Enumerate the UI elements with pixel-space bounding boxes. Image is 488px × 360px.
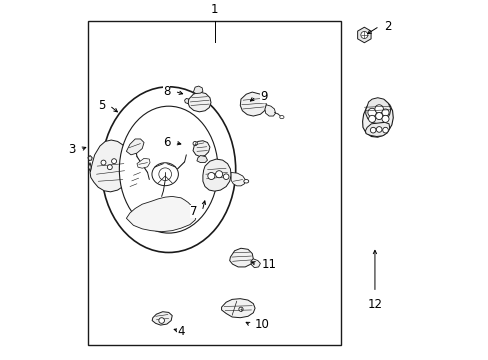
Polygon shape: [362, 99, 392, 137]
Polygon shape: [365, 98, 390, 124]
Text: 6: 6: [163, 136, 170, 149]
Circle shape: [238, 307, 243, 311]
Ellipse shape: [102, 87, 235, 252]
Circle shape: [159, 318, 164, 323]
Circle shape: [367, 108, 376, 117]
Polygon shape: [221, 299, 255, 318]
Circle shape: [381, 109, 388, 116]
Text: 3: 3: [68, 143, 76, 156]
Polygon shape: [357, 27, 370, 43]
Polygon shape: [365, 122, 389, 136]
Text: 7: 7: [190, 205, 198, 218]
Circle shape: [375, 113, 382, 120]
Circle shape: [360, 31, 367, 39]
Polygon shape: [152, 312, 172, 325]
Ellipse shape: [279, 116, 284, 119]
Polygon shape: [231, 172, 244, 186]
Circle shape: [207, 172, 214, 180]
Circle shape: [382, 127, 387, 133]
Text: 1: 1: [210, 3, 218, 15]
Circle shape: [376, 127, 381, 132]
Circle shape: [374, 105, 383, 113]
Circle shape: [368, 115, 375, 122]
Polygon shape: [126, 139, 144, 155]
Polygon shape: [193, 86, 203, 94]
Polygon shape: [88, 163, 91, 172]
Polygon shape: [137, 158, 150, 168]
Polygon shape: [126, 197, 197, 232]
Circle shape: [159, 168, 171, 181]
Polygon shape: [264, 105, 275, 116]
Text: 9: 9: [260, 90, 267, 103]
Polygon shape: [188, 92, 211, 112]
Polygon shape: [229, 248, 253, 267]
Circle shape: [381, 115, 388, 122]
Polygon shape: [88, 156, 92, 161]
Polygon shape: [193, 141, 209, 157]
Text: 4: 4: [177, 325, 184, 338]
Bar: [87, 21, 341, 345]
Polygon shape: [240, 92, 266, 116]
Circle shape: [111, 159, 116, 164]
Text: 10: 10: [255, 318, 269, 331]
Circle shape: [101, 160, 106, 165]
Ellipse shape: [152, 163, 178, 186]
Text: 2: 2: [383, 20, 390, 33]
Polygon shape: [184, 98, 188, 104]
Ellipse shape: [119, 106, 218, 233]
Polygon shape: [250, 259, 260, 267]
Polygon shape: [197, 156, 207, 163]
Text: 8: 8: [163, 85, 170, 98]
Text: 5: 5: [98, 99, 105, 112]
Text: 12: 12: [366, 298, 382, 311]
Circle shape: [369, 127, 375, 133]
Ellipse shape: [244, 180, 248, 183]
Circle shape: [193, 141, 197, 146]
Circle shape: [107, 165, 112, 170]
Circle shape: [215, 171, 222, 178]
Text: 11: 11: [261, 258, 276, 271]
Circle shape: [223, 174, 228, 180]
Polygon shape: [90, 140, 131, 192]
Polygon shape: [203, 159, 231, 191]
